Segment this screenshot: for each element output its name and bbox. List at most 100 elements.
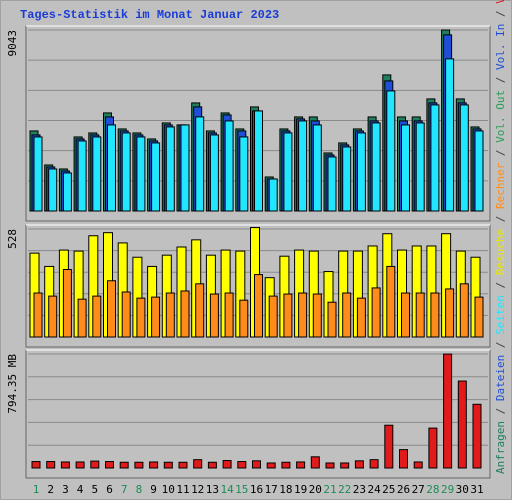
rechner-bar	[121, 291, 131, 338]
seiten-bar	[33, 136, 43, 212]
seiten-bar	[386, 90, 396, 212]
volumen-bar	[105, 461, 114, 469]
x-tick-label: 16	[250, 483, 263, 496]
rechner-bar	[474, 296, 484, 338]
volumen-bar	[252, 460, 261, 469]
volumen-bar	[296, 461, 306, 469]
x-tick-label: 23	[353, 483, 366, 496]
volumen-bar	[60, 461, 70, 469]
x-tick-label: 8	[136, 483, 143, 496]
seiten-bar	[356, 132, 366, 212]
volumen-bar	[325, 462, 335, 469]
seiten-bar	[445, 58, 455, 212]
seiten-bar	[165, 126, 175, 212]
seiten-bar	[48, 168, 58, 212]
seiten-bar	[239, 136, 249, 212]
hits-y-max-label: 9043	[6, 30, 19, 57]
seiten-bar	[195, 116, 205, 212]
seiten-bar	[62, 172, 72, 212]
x-tick-label: 25	[382, 483, 395, 496]
rechner-bar	[151, 296, 161, 338]
legend-entry: /	[494, 209, 507, 229]
seiten-bar	[298, 120, 308, 212]
x-tick-label: 29	[441, 483, 454, 496]
rechner-bar	[165, 292, 175, 338]
rechner-bar	[342, 292, 352, 338]
volumen-bar	[340, 462, 350, 469]
volumen-bar	[428, 427, 438, 469]
x-tick-label: 30	[456, 483, 469, 496]
volumen-bar	[310, 456, 320, 469]
x-tick-label: 1	[33, 483, 40, 496]
legend-entry: Besuche	[494, 229, 507, 275]
volumen-bar	[134, 461, 144, 469]
volumen-bar	[178, 461, 188, 469]
seiten-bar	[415, 122, 425, 212]
volumen-bar	[237, 461, 247, 469]
legend-entry: /	[494, 401, 507, 421]
x-tick-label: 17	[265, 483, 278, 496]
rechner-bar	[401, 292, 410, 338]
seiten-bar	[254, 110, 263, 212]
volume-panel	[25, 349, 491, 479]
volume-y-max-label: 794.35 MB	[6, 354, 19, 414]
rechner-bar	[356, 297, 366, 338]
legend-entry: /	[494, 143, 507, 163]
volumen-bar	[119, 461, 129, 469]
seiten-bar	[107, 124, 116, 212]
x-tick-label: 10	[162, 483, 175, 496]
volumen-bar	[413, 461, 423, 469]
seiten-bar	[312, 124, 322, 212]
seiten-bar	[474, 130, 484, 212]
rechner-bar	[209, 293, 219, 338]
seiten-bar	[268, 178, 278, 212]
rechner-bar	[312, 293, 322, 338]
x-tick-label: 20	[309, 483, 322, 496]
volumen-bar	[222, 460, 232, 469]
volumen-bar	[163, 461, 173, 469]
volumen-bar	[31, 461, 41, 469]
seiten-bar	[371, 122, 381, 212]
x-tick-label: 15	[235, 483, 248, 496]
x-tick-label: 2	[47, 483, 54, 496]
volumen-bar	[281, 461, 291, 469]
chart-title: Tages-Statistik im Monat Januar 2023	[20, 8, 280, 22]
seiten-bar	[180, 124, 190, 212]
x-tick-label: 19	[294, 483, 307, 496]
volumen-bar	[399, 449, 408, 469]
x-tick-label: 6	[106, 483, 113, 496]
seiten-bar	[151, 142, 161, 212]
rechner-bar	[33, 292, 43, 338]
legend-entry: /	[494, 275, 507, 295]
seiten-bar	[342, 146, 352, 212]
legend-entry: Volumen	[494, 0, 507, 4]
rechner-bar	[445, 288, 455, 338]
volumen-bar	[266, 462, 276, 469]
seiten-bar	[459, 104, 469, 212]
x-tick-label: 24	[367, 483, 381, 496]
legend-entry: Dateien	[494, 355, 507, 401]
rechner-bar	[268, 295, 278, 338]
x-tick-label: 5	[91, 483, 98, 496]
rechner-bar	[415, 292, 425, 338]
seiten-bar	[121, 132, 131, 212]
x-tick-label: 22	[338, 483, 351, 496]
seiten-bar	[283, 132, 293, 212]
rechner-bar	[92, 295, 102, 338]
rechner-bar	[195, 283, 205, 338]
seiten-bar	[209, 134, 219, 212]
volumen-bar	[75, 461, 85, 469]
seiten-bar	[224, 120, 234, 212]
legend-entry: Seiten	[494, 295, 507, 335]
volumen-bar	[46, 461, 56, 469]
rechner-bar	[386, 265, 396, 338]
x-tick-label: 4	[77, 483, 84, 496]
x-tick-label: 12	[191, 483, 204, 496]
x-tick-label: 28	[426, 483, 439, 496]
rechner-bar	[77, 298, 87, 338]
seiten-bar	[136, 136, 146, 212]
rechner-bar	[239, 299, 249, 338]
volumen-bar	[443, 353, 453, 469]
rechner-bar	[371, 287, 381, 338]
